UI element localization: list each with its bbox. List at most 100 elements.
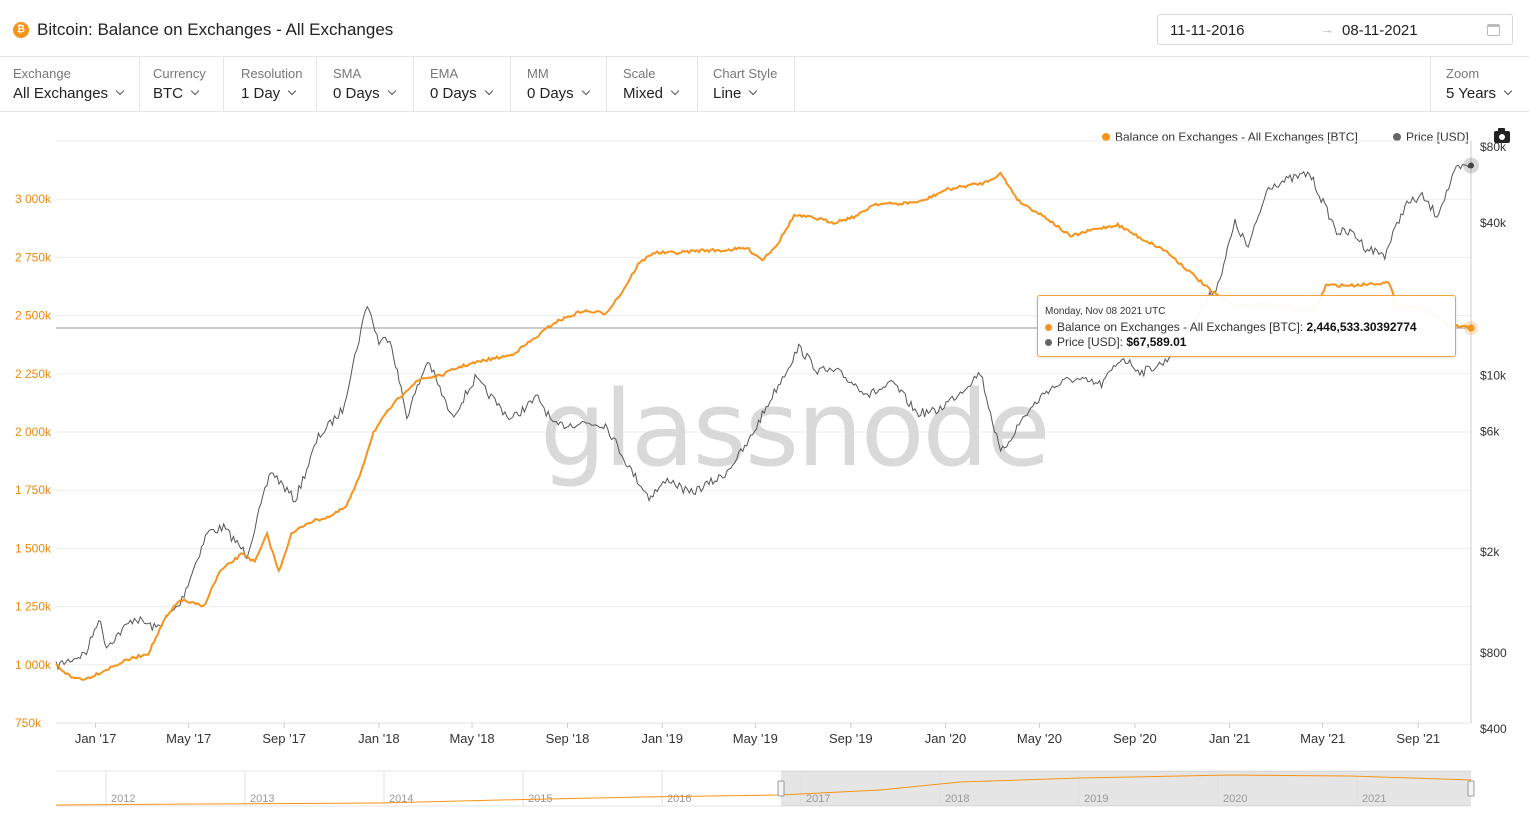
y-right-tick-label: $80k (1480, 140, 1507, 154)
navigator-year-label: 2021 (1362, 793, 1386, 805)
legend-dot-icon (1393, 133, 1401, 141)
price-series-line (55, 163, 1472, 671)
navigator-year-label: 2020 (1223, 793, 1247, 805)
zoom-select[interactable]: Zoom 5 Years (1430, 57, 1529, 111)
tooltip-date: Monday, Nov 08 2021 UTC (1045, 306, 1166, 317)
x-tick-label: May '20 (1017, 731, 1062, 746)
calendar-icon[interactable] (1487, 24, 1500, 36)
tooltip-price-value: $67,589.01 (1126, 335, 1187, 349)
exchange-label: Exchange (13, 66, 71, 81)
y-left-tick-label: 3 000k (15, 192, 52, 206)
navigator-year-label: 2017 (806, 793, 830, 805)
chart-style-select[interactable]: Chart Style Line (698, 57, 795, 111)
arrow-right-icon: → (1320, 21, 1334, 37)
navigator-year-label: 2019 (1084, 793, 1108, 805)
currency-select[interactable]: Currency BTC (140, 57, 224, 111)
x-tick-label: May '19 (733, 731, 778, 746)
x-axis: Jan '17 May '17 Sep '17 Jan '18 May '18 Sep '… (75, 723, 1440, 746)
exchange-select[interactable]: Exchange All Exchanges (0, 57, 140, 111)
y-left-tick-label: 2 250k (15, 367, 52, 381)
scale-value[interactable]: Mixed (623, 85, 664, 102)
date-to-input[interactable]: 08-11-2021 (1342, 22, 1418, 39)
mm-select[interactable]: MM 0 Days (511, 57, 607, 111)
y-right-tick-label: $40k (1480, 216, 1507, 230)
y-right-tick-label: $6k (1480, 425, 1500, 439)
y-left-tick-label: 1 000k (15, 658, 52, 672)
x-tick-label: Sep '19 (829, 731, 873, 746)
y-left-tick-label: 1 500k (15, 541, 52, 555)
header-bar: ₿ Bitcoin: Balance on Exchanges - All Ex… (0, 0, 1529, 57)
x-tick-label: Jan '20 (925, 731, 967, 746)
mm-value[interactable]: 0 Days (527, 85, 574, 102)
currency-label: Currency (153, 66, 206, 81)
x-tick-label: Sep '18 (546, 731, 590, 746)
price-hover-point (1468, 162, 1474, 169)
tooltip-dot-icon (1045, 339, 1052, 346)
scale-select[interactable]: Scale Mixed (607, 57, 698, 111)
y-right-tick-label: $10k (1480, 368, 1507, 382)
tooltip-balance-row: Balance on Exchanges - All Exchanges [BT… (1045, 320, 1417, 334)
tooltip-price-row: Price [USD]: $67,589.01 (1045, 335, 1186, 349)
tooltip-dot-icon (1045, 324, 1052, 331)
y-right-tick-label: $400 (1480, 722, 1507, 736)
resolution-value[interactable]: 1 Day (241, 85, 281, 102)
resolution-select[interactable]: Resolution 1 Day (224, 57, 317, 111)
chart-tooltip: Monday, Nov 08 2021 UTC Balance on Excha… (1037, 295, 1456, 357)
x-tick-label: May '17 (166, 731, 211, 746)
chart-style-label: Chart Style (713, 66, 778, 81)
ema-value[interactable]: 0 Days (430, 85, 477, 102)
tooltip-balance-value: 2,446,533.30392774 (1306, 320, 1417, 334)
zoom-label: Zoom (1446, 66, 1480, 81)
sma-label: SMA (333, 66, 362, 81)
navigator-year-label: 2013 (250, 793, 274, 805)
sma-value[interactable]: 0 Days (333, 85, 380, 102)
bitcoin-icon: ₿ (13, 22, 29, 38)
x-tick-label: Jan '21 (1209, 731, 1251, 746)
navigator-year-label: 2016 (667, 793, 691, 805)
navigator-left-handle[interactable] (777, 780, 785, 797)
y-axis-left: 750k 1 000k 1 250k 1 500k 1 750k 2 000k 2 250k… (15, 192, 52, 730)
x-tick-label: Sep '21 (1396, 731, 1440, 746)
x-tick-label: Sep '17 (262, 731, 306, 746)
navigator-right-handle[interactable] (1467, 780, 1475, 797)
mm-label: MM (527, 66, 549, 81)
currency-value[interactable]: BTC (153, 85, 183, 102)
navigator-series-line (55, 774, 1472, 806)
tooltip-price-label: Price [USD]: (1057, 335, 1127, 349)
date-from-input[interactable]: 11-11-2016 (1170, 22, 1245, 39)
chart-style-value[interactable]: Line (713, 85, 742, 102)
x-tick-label: Sep '20 (1113, 731, 1157, 746)
x-tick-label: May '18 (449, 731, 494, 746)
navigator-year-label: 2014 (389, 793, 413, 805)
y-left-tick-label: 1 750k (15, 483, 52, 497)
y-left-tick-label: 750k (15, 716, 42, 730)
navigator-year-label: 2018 (945, 793, 969, 805)
zoom-value[interactable]: 5 Years (1446, 85, 1497, 102)
navigator: 2012 2013 2014 2015 2016 2017 2018 2019 2020 2021 (55, 770, 1475, 807)
page-title: Bitcoin: Balance on Exchanges - All Exch… (37, 20, 394, 39)
grid-lines (56, 140, 1472, 724)
legend-dot-icon (1102, 133, 1110, 141)
ema-select[interactable]: EMA 0 Days (414, 57, 511, 111)
x-tick-label: Jan '17 (75, 731, 117, 746)
y-left-tick-label: 2 000k (15, 425, 52, 439)
scale-label: Scale (623, 66, 656, 81)
tooltip-balance-label: Balance on Exchanges - All Exchanges [BT… (1057, 320, 1307, 334)
date-range-picker[interactable]: 11-11-2016 → 08-11-2021 (1157, 14, 1513, 45)
camera-icon[interactable] (1494, 128, 1510, 143)
x-tick-label: Jan '19 (641, 731, 683, 746)
y-axis-right: $400 $800 $2k $6k $10k $40k $80k (1480, 140, 1507, 736)
navigator-year-label: 2012 (111, 793, 135, 805)
exchange-value[interactable]: All Exchanges (13, 85, 109, 102)
y-right-tick-label: $2k (1480, 545, 1500, 559)
ema-label: EMA (430, 66, 459, 81)
y-left-tick-label: 2 750k (15, 250, 52, 264)
y-right-tick-label: $800 (1480, 646, 1507, 660)
balance-hover-point (1467, 324, 1475, 332)
y-left-tick-label: 2 500k (15, 309, 52, 323)
chart-controls: Exchange All Exchanges Currency BTC Reso… (0, 57, 1529, 112)
x-tick-label: Jan '18 (358, 731, 400, 746)
sma-select[interactable]: SMA 0 Days (317, 57, 414, 111)
x-tick-label: May '21 (1300, 731, 1345, 746)
